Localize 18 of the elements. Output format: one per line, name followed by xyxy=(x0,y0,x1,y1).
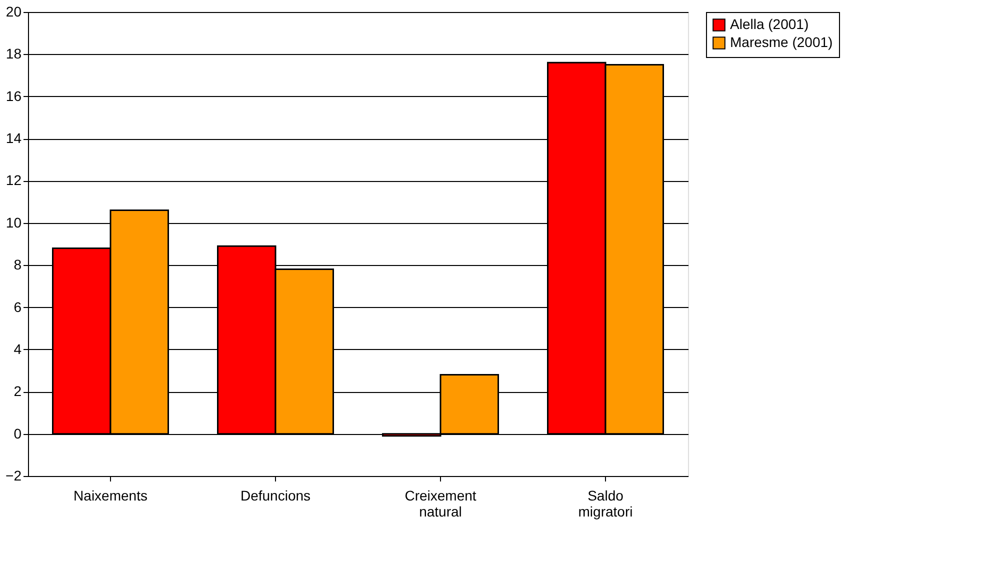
y-tick-label: 14 xyxy=(6,130,22,146)
y-tick-label: 8 xyxy=(14,256,22,273)
x-tick-label: Naixements xyxy=(74,488,148,504)
y-tick-label: 10 xyxy=(6,214,22,230)
legend-label: Maresme (2001) xyxy=(730,34,833,50)
y-tick-label: 2 xyxy=(14,383,22,400)
x-tick-label: Saldo migratori xyxy=(578,488,633,520)
legend-label: Alella (2001) xyxy=(730,16,809,32)
x-tick-label: Defuncions xyxy=(240,488,311,504)
y-tick-label: 12 xyxy=(6,172,22,188)
y-tick-label: 16 xyxy=(6,88,22,104)
y-tick-label: 18 xyxy=(6,46,22,62)
y-tick-label: 6 xyxy=(14,298,22,315)
y-tick-label: 0 xyxy=(14,425,22,442)
y-tick-label: 4 xyxy=(14,340,22,357)
y-tick-label: 20 xyxy=(6,4,22,20)
y-tick-label: −2 xyxy=(6,468,22,484)
x-tick-label: Creixement natural xyxy=(404,488,476,520)
